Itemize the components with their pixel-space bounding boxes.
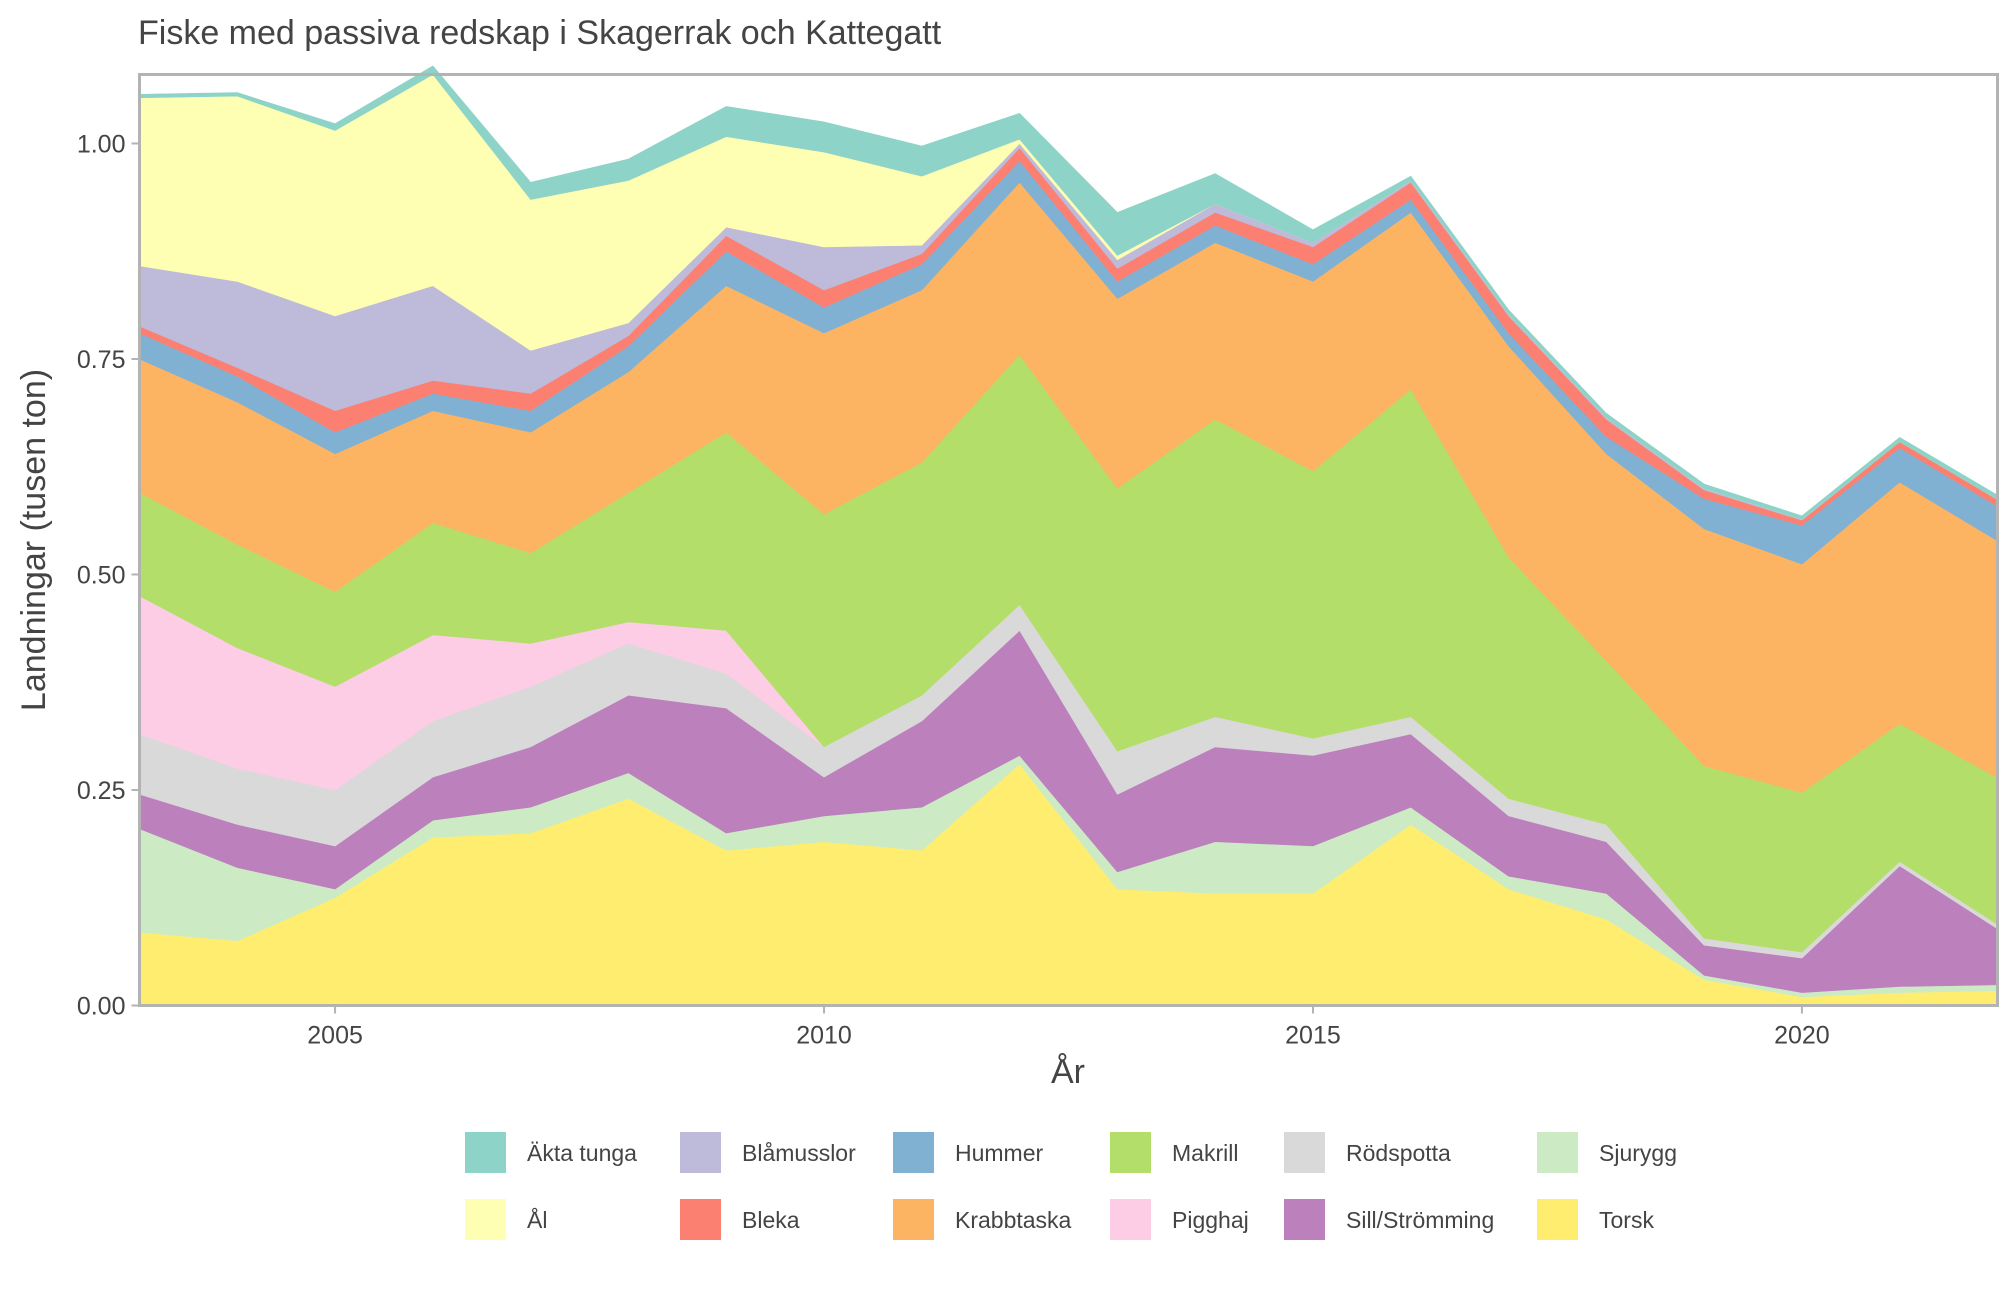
legend-label: Hummer	[955, 1140, 1044, 1166]
legend: Äkta tunga Ål Blåmusslor Bleka Hummer Krabbta…	[465, 1132, 1677, 1240]
legend-item-blamusslor: Blåmusslor	[680, 1132, 856, 1173]
legend-label: Makrill	[1172, 1140, 1238, 1166]
legend-item-krabbtaska: Krabbtaska	[893, 1199, 1072, 1240]
legend-item-sill-stromming: Sill/Strömming	[1284, 1199, 1494, 1240]
x-axis: 2005 2010 2015 2020	[307, 1006, 1830, 1050]
legend-label: Pigghaj	[1172, 1207, 1249, 1233]
legend-swatch	[680, 1132, 721, 1173]
legend-item-hummer: Hummer	[893, 1132, 1044, 1173]
legend-item-rodspotta: Rödspotta	[1284, 1132, 1451, 1173]
legend-label: Äkta tunga	[527, 1140, 637, 1166]
y-tick-label: 0.75	[77, 346, 126, 374]
y-axis-title: Landningar (tusen ton)	[15, 369, 53, 711]
legend-swatch	[1284, 1132, 1325, 1173]
legend-item-sjurygg: Sjurygg	[1537, 1132, 1677, 1173]
y-tick-label: 0.50	[77, 561, 126, 589]
legend-swatch	[893, 1199, 934, 1240]
legend-item-al: Ål	[465, 1199, 547, 1240]
legend-swatch	[1284, 1199, 1325, 1240]
x-axis-title: År	[1051, 1053, 1085, 1091]
legend-label: Krabbtaska	[955, 1207, 1072, 1233]
legend-label: Torsk	[1599, 1207, 1654, 1233]
legend-swatch	[1537, 1132, 1578, 1173]
y-tick-label: 0.25	[77, 777, 126, 805]
legend-swatch	[893, 1132, 934, 1173]
y-axis: 0.00 0.25 0.50 0.75 1.00	[77, 130, 139, 1021]
legend-swatch	[465, 1132, 506, 1173]
legend-item-makrill: Makrill	[1110, 1132, 1238, 1173]
legend-item-torsk: Torsk	[1537, 1199, 1654, 1240]
legend-swatch	[680, 1199, 721, 1240]
legend-swatch	[1110, 1132, 1151, 1173]
x-tick-label: 2010	[796, 1022, 852, 1050]
legend-label: Blåmusslor	[742, 1140, 856, 1166]
legend-label: Ål	[527, 1206, 547, 1233]
legend-swatch	[1537, 1199, 1578, 1240]
legend-item-akta-tunga: Äkta tunga	[465, 1132, 637, 1173]
legend-item-pigghaj: Pigghaj	[1110, 1199, 1249, 1240]
x-tick-label: 2015	[1285, 1022, 1341, 1050]
area-layers	[139, 65, 1998, 1006]
plot-panel-border	[138, 73, 1999, 1007]
x-tick-label: 2020	[1774, 1022, 1830, 1050]
y-tick-label: 0.00	[77, 993, 126, 1021]
legend-label: Sjurygg	[1599, 1140, 1677, 1166]
chart-title: Fiske med passiva redskap i Skagerrak oc…	[138, 14, 942, 52]
legend-label: Sill/Strömming	[1346, 1207, 1494, 1233]
y-tick-label: 1.00	[77, 130, 126, 158]
x-tick-label: 2005	[307, 1022, 363, 1050]
legend-swatch	[465, 1199, 506, 1240]
legend-swatch	[1110, 1199, 1151, 1240]
legend-label: Rödspotta	[1346, 1140, 1451, 1166]
legend-label: Bleka	[742, 1207, 800, 1233]
legend-item-bleka: Bleka	[680, 1199, 800, 1240]
